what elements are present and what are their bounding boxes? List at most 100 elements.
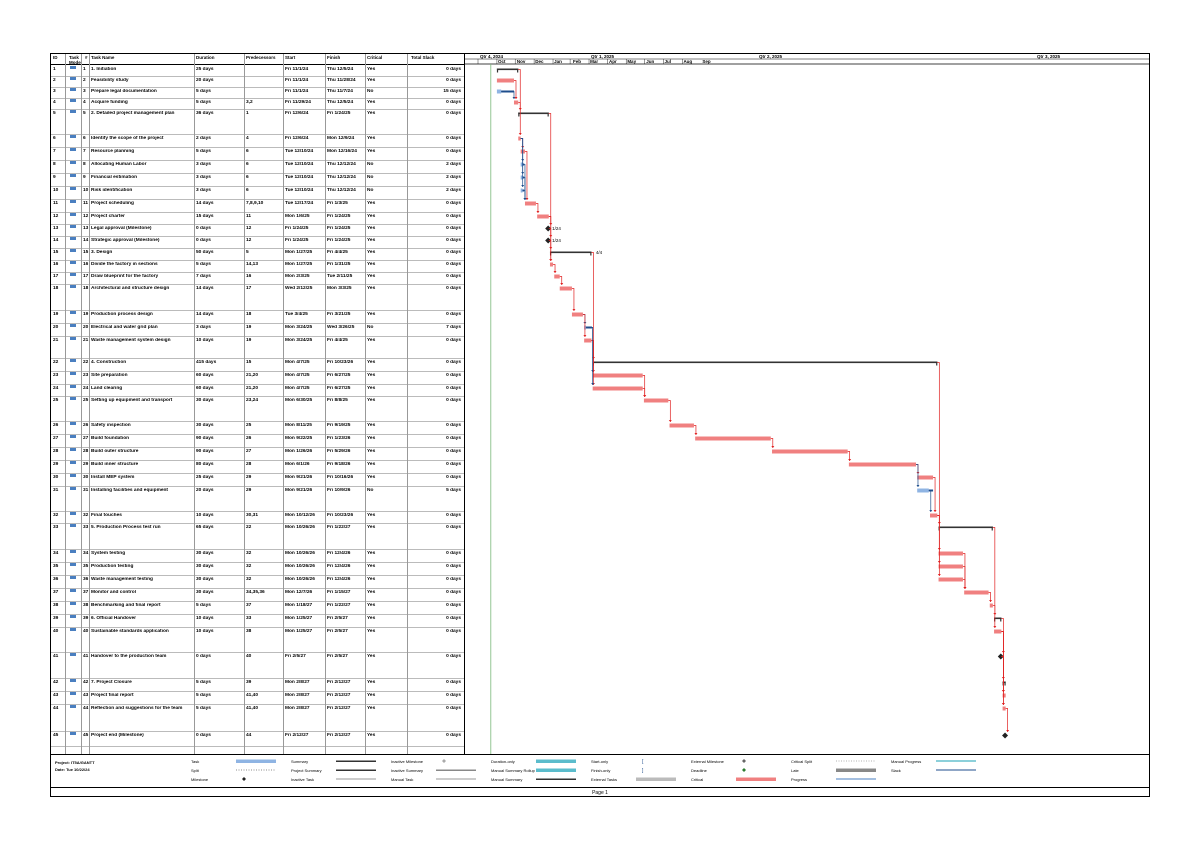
table-row[interactable]: 29 29 Build inner structure 80 days 28 Mon 6/… bbox=[51, 460, 464, 474]
table-row[interactable]: 23 23 Site preparation 60 days 21,20 Mon 4/7/… bbox=[51, 371, 464, 385]
task-bar bbox=[917, 475, 934, 480]
task-bar bbox=[938, 551, 963, 556]
table-row[interactable]: 22 22 4. Construction 415 days 15 Mon 4/7/25 F… bbox=[51, 358, 464, 372]
task-duration: 7 days bbox=[196, 274, 211, 279]
table-row[interactable]: 37 37 Monitor and control 30 days 34,35,36 Mo… bbox=[51, 588, 464, 602]
table-row[interactable]: 20 20 Electrical and water grid plan 3 days… bbox=[51, 323, 464, 337]
table-row[interactable]: 33 33 5. Production Process test run 65 day… bbox=[51, 523, 464, 550]
task-slack: 0 days bbox=[446, 286, 461, 291]
task-mode-icon bbox=[70, 261, 76, 264]
table-row[interactable]: 2 2 Feasibility study 20 days Fri 11/1/24 Thu… bbox=[51, 76, 464, 88]
table-row[interactable]: 39 39 6. Official Handover 10 days 33 Mon 1/2… bbox=[51, 614, 464, 628]
task-critical: Yes bbox=[367, 564, 376, 569]
task-id: 34 bbox=[53, 551, 59, 556]
task-bar bbox=[520, 175, 523, 180]
task-mode-icon bbox=[70, 213, 76, 216]
task-slack: 0 days bbox=[446, 654, 461, 659]
header-predecessors[interactable]: Predecessors bbox=[246, 55, 276, 60]
table-row[interactable]: 24 24 Land clearing 60 days 21,20 Mon 4/7/25 F… bbox=[51, 384, 464, 397]
task-mode-icon bbox=[70, 397, 76, 400]
task-mode-icon bbox=[70, 324, 76, 327]
header-start[interactable]: Start bbox=[285, 55, 296, 60]
table-row[interactable]: 31 31 Installing facilities and equipment 2… bbox=[51, 486, 464, 512]
task-duration: 0 days bbox=[196, 654, 211, 659]
col-divider bbox=[365, 54, 366, 754]
table-row[interactable]: 28 28 Build outer structure 90 days 27 Mon 1/… bbox=[51, 447, 464, 461]
table-row[interactable]: 27 27 Build foundation 90 days 26 Mon 9/22/25… bbox=[51, 434, 464, 448]
header-number[interactable]: # bbox=[85, 55, 88, 60]
task-finish: Fri 10/23/26 bbox=[327, 513, 354, 518]
header-critical[interactable]: Critical bbox=[367, 55, 383, 60]
table-row[interactable]: 45 45 Project end (Milestone) 0 days 44 Fri 2… bbox=[51, 731, 464, 747]
header-finish[interactable]: Finish bbox=[327, 55, 341, 60]
dependency-arrow bbox=[989, 600, 993, 602]
table-row[interactable]: 18 18 Architectural and structure design 14… bbox=[51, 284, 464, 311]
table-row[interactable]: 15 15 3. Design 50 days 5 Mon 1/27/25 Fri 4/4/… bbox=[51, 248, 464, 261]
table-row[interactable]: 41 41 Handover to the production team 0 day… bbox=[51, 652, 464, 679]
task-duration: 30 days bbox=[196, 577, 214, 582]
task-id: 45 bbox=[53, 733, 59, 738]
table-row[interactable]: 8 8 Allocating Human Labor 3 days 6 Tue 12/10… bbox=[51, 160, 464, 174]
table-row[interactable]: 43 43 Project final report 5 days 41,40 Mon 2… bbox=[51, 691, 464, 705]
table-row[interactable]: 17 17 Draw blueprint for the factory 7 days… bbox=[51, 272, 464, 285]
table-row[interactable]: 16 16 Divide the factory in sections 5 days… bbox=[51, 260, 464, 273]
table-row[interactable]: 25 25 Setting up equipment and transport 30… bbox=[51, 396, 464, 422]
task-number: 4 bbox=[83, 100, 86, 105]
table-row[interactable]: 38 38 Benchmarking and final report 5 days 3… bbox=[51, 601, 464, 615]
table-row[interactable]: 32 32 Final touches 10 days 30,31 Mon 10/12/2… bbox=[51, 511, 464, 524]
header-duration[interactable]: Duration bbox=[196, 55, 215, 60]
table-row[interactable]: 14 14 Strategic approval (Milestone) 0 days… bbox=[51, 236, 464, 249]
task-mode-icon bbox=[70, 187, 76, 190]
table-row[interactable]: 35 35 Production testing 30 days 32 Mon 10/26… bbox=[51, 562, 464, 576]
table-row[interactable]: 13 13 Legal approval (Milestone) 0 days 12 Fr… bbox=[51, 224, 464, 237]
table-row[interactable]: 10 10 Risk identification 3 days 6 Tue 12/10/… bbox=[51, 186, 464, 200]
dependency-link bbox=[928, 490, 932, 512]
task-number: 34 bbox=[83, 551, 89, 556]
timescale-month: Feb bbox=[573, 59, 582, 64]
table-row[interactable]: 40 40 Sustainable standards application 10 … bbox=[51, 627, 464, 653]
table-row[interactable]: 44 44 Reflection and suggestions for the t… bbox=[51, 704, 464, 732]
table-row[interactable]: 11 11 Project scheduling 14 days 7,8,9,10 Tue… bbox=[51, 199, 464, 213]
task-slack: 0 days bbox=[446, 475, 461, 480]
task-number: 21 bbox=[83, 338, 89, 343]
legend-swatch: ] bbox=[642, 768, 644, 774]
task-bar bbox=[964, 590, 989, 595]
task-finish: Thu 12/5/24 bbox=[327, 100, 354, 105]
table-row[interactable]: 26 26 Safety inspection 30 days 25 Mon 8/11/2… bbox=[51, 421, 464, 435]
table-row[interactable]: 12 12 Project charter 15 days 11 Mon 1/6/25 Fr… bbox=[51, 212, 464, 225]
task-mode-icon bbox=[70, 174, 76, 177]
table-row[interactable]: 19 19 Production process design 14 days 18 Tu… bbox=[51, 310, 464, 324]
task-duration: 10 days bbox=[196, 338, 214, 343]
task-predecessors: 6 bbox=[246, 162, 249, 167]
task-name: Allocating Human Labor bbox=[91, 162, 147, 167]
table-row[interactable]: 7 7 Resource planning 5 days 6 Tue 12/10/24 Mo… bbox=[51, 147, 464, 161]
header-task-name[interactable]: Task Name bbox=[91, 55, 115, 60]
task-number: 9 bbox=[83, 175, 86, 180]
task-duration: 0 days bbox=[196, 238, 211, 243]
header-total-slack[interactable]: Total Slack bbox=[411, 55, 435, 60]
table-row[interactable]: 1 1 1. Initiation 25 days Fri 11/1/24 Thu 12/… bbox=[51, 65, 464, 77]
table-row[interactable]: 36 36 Waste management testing 30 days 32 Mon… bbox=[51, 575, 464, 589]
task-mode-icon bbox=[70, 589, 76, 592]
header-id[interactable]: ID bbox=[53, 55, 58, 60]
table-row[interactable]: 4 4 Acquire funding 5 days 3,2 Fri 11/29/24 Th… bbox=[51, 98, 464, 110]
task-finish: Fri 2/12/27 bbox=[327, 693, 351, 698]
table-row[interactable]: 30 30 Install MEP system 25 days 29 Mon 9/21/… bbox=[51, 473, 464, 487]
task-duration: 5 days bbox=[196, 100, 211, 105]
table-row[interactable]: 21 21 Waste management system design 10 day… bbox=[51, 336, 464, 359]
summary-bar-cap bbox=[496, 68, 499, 73]
task-start: Fri 12/6/24 bbox=[285, 136, 309, 141]
table-row[interactable]: 34 34 System testing 30 days 32 Mon 10/26/26 F… bbox=[51, 549, 464, 563]
task-number: 20 bbox=[83, 325, 89, 330]
table-row[interactable]: 3 3 Prepare legal documentation 5 days Fri 1… bbox=[51, 87, 464, 99]
task-critical: Yes bbox=[367, 680, 376, 685]
table-row[interactable]: 42 42 7. Project Closure 5 days 39 Mon 2/8/27… bbox=[51, 678, 464, 692]
table-row[interactable]: 6 6 Identify the scope of the project 2 day… bbox=[51, 134, 464, 148]
task-mode-icon bbox=[70, 135, 76, 138]
table-row[interactable]: 5 5 2. Detailed project management plan 36 … bbox=[51, 109, 464, 135]
table-row[interactable]: 9 9 Financial estimation 3 days 6 Tue 12/10/2… bbox=[51, 173, 464, 187]
legend-label: Manual Summary bbox=[491, 777, 523, 782]
header-task-mode[interactable]: Task Mode bbox=[69, 55, 81, 65]
task-mode-icon bbox=[70, 311, 76, 314]
task-id: 14 bbox=[53, 238, 59, 243]
